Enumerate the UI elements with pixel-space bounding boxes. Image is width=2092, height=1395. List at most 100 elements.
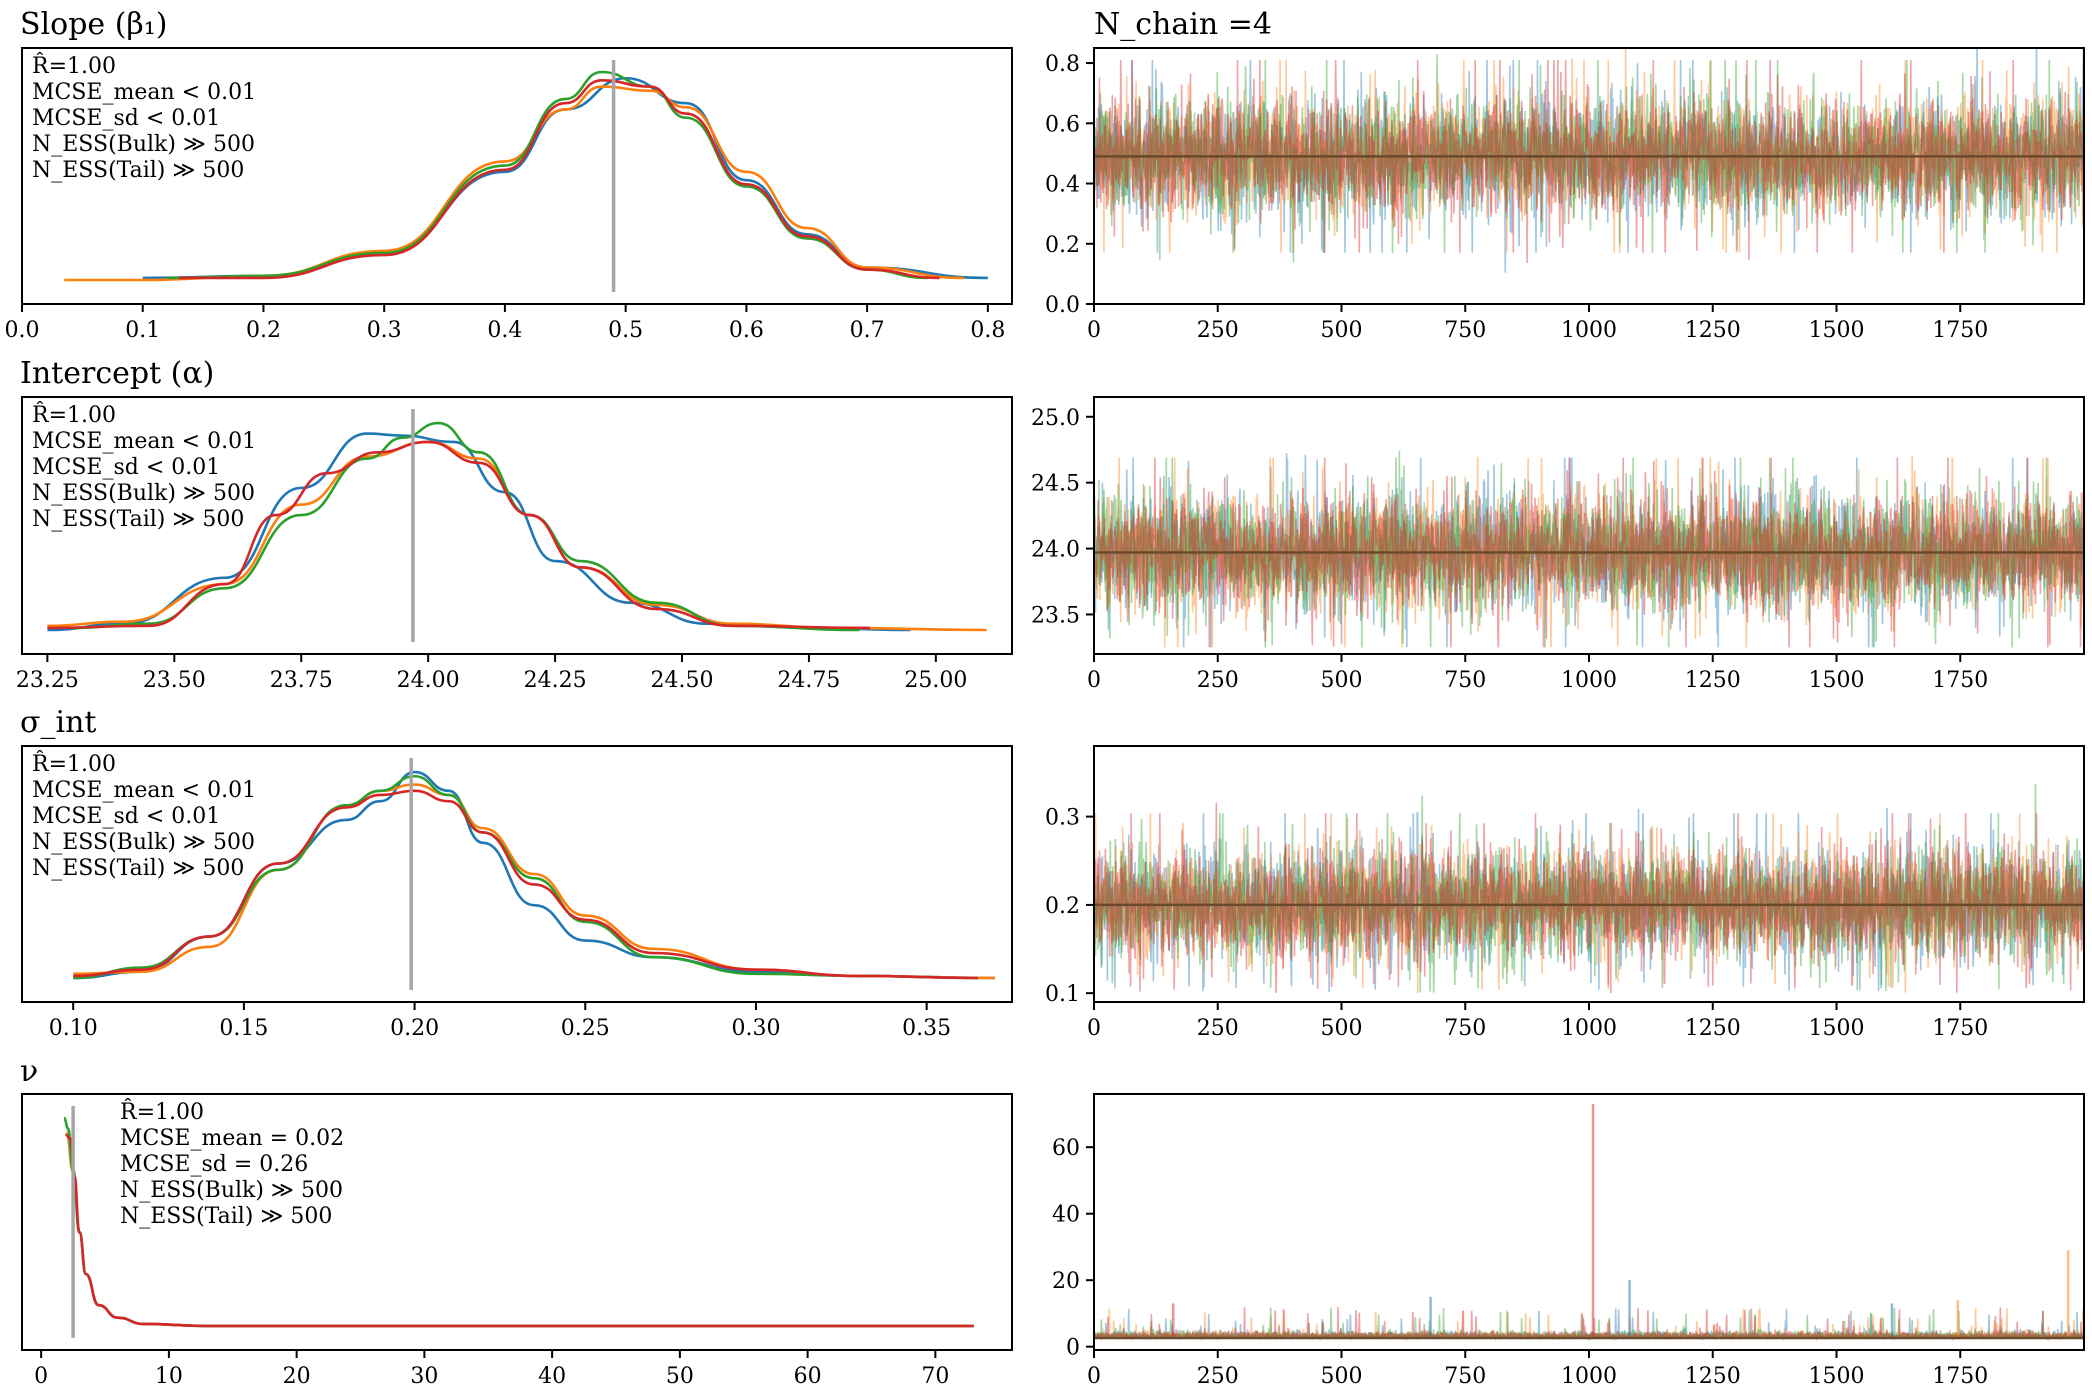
x-tick-label: 250 — [1197, 1364, 1239, 1389]
x-tick-label: 24.75 — [777, 668, 840, 693]
convergence-stat: MCSE_sd < 0.01 — [32, 804, 220, 829]
x-tick-label: 25.00 — [904, 668, 967, 693]
convergence-stat: N_ESS(Tail) ≫ 500 — [32, 856, 244, 881]
y-tick-label: 0.1 — [1045, 982, 1080, 1007]
x-tick-label: 0 — [1087, 668, 1101, 693]
x-tick-label: 0.5 — [608, 318, 643, 343]
trace-chain-0 — [1094, 452, 2084, 648]
convergence-stat: N_ESS(Tail) ≫ 500 — [120, 1204, 332, 1229]
y-tick-label: 40 — [1052, 1203, 1080, 1228]
trace-chain-1 — [1094, 48, 2084, 254]
density-panel-intercept: Intercept (α) 23.25 23.50 23.75 24.00 24.25 24… — [16, 356, 1013, 693]
density-curve-chain-3 — [178, 79, 940, 280]
trace-lines — [1094, 1103, 2084, 1342]
x-tick-label: 1250 — [1685, 668, 1741, 693]
x-tick-label: 60 — [794, 1364, 822, 1389]
x-tick-label: 1500 — [1809, 318, 1865, 343]
trace-panel-nu: 0 250 500 750 1000 1250 1500 1750 0 20 40 60 — [1052, 1093, 2085, 1389]
convergence-stat: N_ESS(Bulk) ≫ 500 — [32, 481, 255, 506]
y-tick-label: 25.0 — [1031, 406, 1080, 431]
x-tick-label: 20 — [283, 1364, 311, 1389]
x-tick-label: 750 — [1444, 318, 1486, 343]
y-tick-label: 0.2 — [1045, 233, 1080, 258]
x-tick-label: 750 — [1444, 1016, 1486, 1041]
trace-chain-0 — [1094, 1308, 2084, 1342]
y-tick-label: 0.4 — [1045, 173, 1080, 198]
trace-chain-2 — [1094, 783, 2084, 993]
x-tick-label: 500 — [1321, 318, 1363, 343]
x-tick-label: 1750 — [1932, 1364, 1988, 1389]
x-tick-label: 0.20 — [390, 1016, 439, 1041]
panel-title-sigma_int: σ_int — [20, 705, 96, 740]
x-tick-label: 1250 — [1685, 1016, 1741, 1041]
convergence-stat: MCSE_mean < 0.01 — [32, 80, 256, 105]
panel-title-slope: Slope (β₁) — [20, 7, 167, 42]
density-curve-chain-3 — [73, 789, 978, 980]
density-axes-frame — [21, 745, 1013, 1003]
x-tick-label: 0 — [1087, 318, 1101, 343]
convergence-stat: N_ESS(Tail) ≫ 500 — [32, 507, 244, 532]
convergence-stat: MCSE_mean < 0.01 — [32, 778, 256, 803]
x-tick-label: 1000 — [1561, 318, 1617, 343]
x-tick-label: 0.7 — [850, 318, 885, 343]
x-tick-label: 0.35 — [902, 1016, 951, 1041]
y-tick-label: 24.0 — [1031, 538, 1080, 563]
trace-chain-2 — [1094, 450, 2084, 648]
convergence-stat: N_ESS(Tail) ≫ 500 — [32, 158, 244, 183]
nchain-title: N_chain =4 — [1094, 7, 1272, 42]
y-tick-label: 0.0 — [1045, 293, 1080, 318]
x-tick-label: 0.4 — [487, 318, 522, 343]
convergence-stat: R̂=1.00 — [32, 751, 116, 777]
x-tick-label: 50 — [666, 1364, 694, 1389]
x-tick-label: 1500 — [1809, 1364, 1865, 1389]
x-tick-label: 0.10 — [49, 1016, 98, 1041]
trace-chain-1 — [1094, 455, 2084, 648]
x-tick-label: 1750 — [1932, 668, 1988, 693]
panel-title-nu: ν — [20, 1054, 38, 1089]
trace-chain-0 — [1094, 807, 2084, 993]
convergence-stat: MCSE_mean = 0.02 — [120, 1126, 344, 1151]
x-tick-label: 70 — [921, 1364, 949, 1389]
trace-lines — [1094, 48, 2084, 273]
x-tick-label: 24.50 — [651, 668, 714, 693]
x-tick-label: 750 — [1444, 1364, 1486, 1389]
x-tick-label: 23.75 — [270, 668, 333, 693]
convergence-stat: N_ESS(Bulk) ≫ 500 — [32, 830, 255, 855]
x-tick-label: 0.2 — [246, 318, 281, 343]
y-tick-label: 23.5 — [1031, 603, 1080, 628]
y-tick-label: 0.3 — [1045, 806, 1080, 831]
density-axes-frame — [21, 396, 1013, 655]
y-tick-label: 20 — [1052, 1269, 1080, 1294]
x-tick-label: 1250 — [1685, 1364, 1741, 1389]
x-tick-label: 250 — [1197, 1016, 1239, 1041]
x-tick-label: 500 — [1321, 1016, 1363, 1041]
x-tick-label: 0.3 — [367, 318, 402, 343]
x-tick-label: 1500 — [1809, 668, 1865, 693]
convergence-stat: MCSE_sd < 0.01 — [32, 106, 220, 131]
y-tick-label: 0.8 — [1045, 52, 1080, 77]
x-tick-label: 1750 — [1932, 1016, 1988, 1041]
y-tick-label: 0.6 — [1045, 112, 1080, 137]
y-tick-label: 0.2 — [1045, 894, 1080, 919]
panel-title-intercept: Intercept (α) — [20, 356, 214, 391]
trace-chain-2 — [1094, 54, 2084, 263]
convergence-stat: R̂=1.00 — [120, 1099, 204, 1125]
convergence-stat: MCSE_mean < 0.01 — [32, 429, 256, 454]
x-tick-label: 0.8 — [970, 318, 1005, 343]
density-axes-frame — [21, 1093, 1013, 1351]
density-axes-frame — [21, 47, 1013, 305]
density-panel-slope: Slope (β₁) 0.0 0.1 0.2 0.3 0.4 0.5 0.6 0.7 0.8 R̂=… — [5, 7, 1013, 343]
x-tick-label: 0 — [34, 1364, 48, 1389]
convergence-stat: N_ESS(Bulk) ≫ 500 — [120, 1178, 343, 1203]
convergence-stat: MCSE_sd < 0.01 — [32, 455, 220, 480]
density-curve-chain-2 — [72, 421, 860, 632]
x-tick-label: 40 — [538, 1364, 566, 1389]
x-tick-label: 1000 — [1561, 1364, 1617, 1389]
trace-axes-frame — [1093, 1093, 2085, 1351]
trace-panel-sigma_int: 0 250 500 750 1000 1250 1500 1750 0.1 0.2 0.3 — [1045, 745, 2085, 1041]
x-tick-label: 1750 — [1932, 318, 1988, 343]
trace-panel-intercept: 0 250 500 750 1000 1250 1500 1750 23.5 24.0 24.5 25… — [1031, 396, 2085, 693]
trace-chain-3 — [1094, 48, 2084, 264]
x-tick-label: 0 — [1087, 1016, 1101, 1041]
